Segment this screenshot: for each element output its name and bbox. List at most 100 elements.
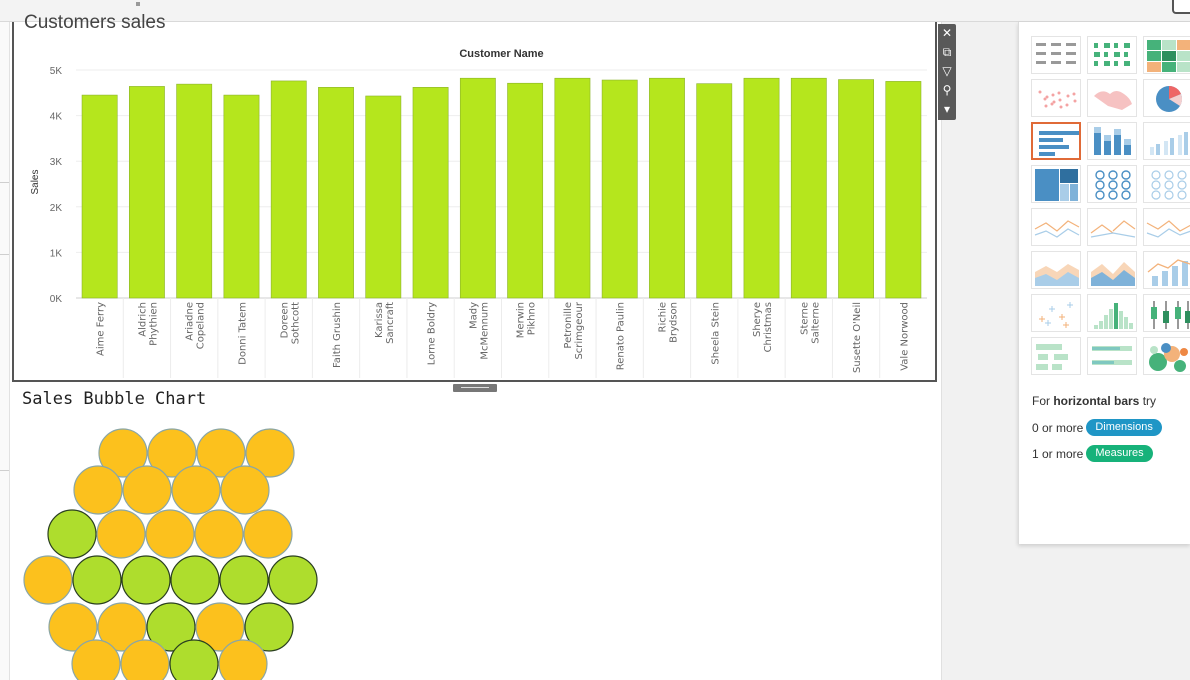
x-tick-label: Vale Norwood (899, 302, 910, 371)
area-continuous-thumb[interactable] (1031, 251, 1081, 289)
x-tick-label-line: Christmas (763, 302, 774, 352)
bubble[interactable] (97, 602, 147, 652)
window-corner-button[interactable] (1172, 0, 1190, 14)
bar[interactable] (365, 95, 402, 299)
bubble[interactable] (171, 465, 221, 515)
continuous-lines-thumb[interactable] (1031, 208, 1081, 246)
bubble[interactable] (244, 602, 294, 652)
y-tick-label: 0K (50, 294, 63, 305)
open-external-icon[interactable]: ⧉ (942, 45, 952, 59)
bubble[interactable] (72, 555, 122, 605)
gantt-chart-thumb[interactable] (1031, 337, 1081, 375)
bubble[interactable] (120, 639, 170, 680)
stacked-bars-thumb[interactable] (1087, 122, 1137, 160)
y-tick-label: 2K (50, 203, 63, 214)
bar[interactable] (318, 87, 354, 299)
bar[interactable] (601, 79, 638, 299)
bubble[interactable] (218, 639, 268, 680)
bar[interactable] (81, 94, 118, 299)
bar[interactable] (129, 86, 165, 299)
horizontal-bars-thumb[interactable] (1031, 122, 1081, 160)
x-tick-label-line: Sherye (752, 302, 763, 337)
x-tick-label: Sheela Stein (710, 302, 721, 365)
bar[interactable] (790, 77, 827, 299)
circle-views-thumb[interactable] (1087, 165, 1137, 203)
bar[interactable] (554, 77, 591, 299)
bar[interactable] (838, 79, 874, 299)
bubble[interactable] (122, 465, 172, 515)
bubble[interactable] (121, 555, 171, 605)
box-whisker-thumb[interactable] (1143, 294, 1190, 332)
treemap-thumb[interactable] (1031, 165, 1081, 203)
bar[interactable] (885, 81, 922, 299)
bar[interactable] (743, 77, 780, 299)
text-table-thumb[interactable] (1031, 36, 1081, 74)
more-options-icon[interactable]: ▾ (943, 102, 951, 116)
close-icon[interactable]: ✕ (941, 26, 953, 40)
x-tick-label: Susette O'Neil (852, 302, 863, 373)
side-by-side-bars-thumb[interactable] (1143, 122, 1190, 160)
bar[interactable] (412, 87, 449, 299)
x-tick-label-line: Susette O'Neil (852, 302, 863, 373)
bar[interactable] (507, 82, 544, 299)
packed-bubbles-thumb[interactable] (1143, 337, 1190, 375)
heat-map-thumb[interactable] (1087, 36, 1137, 74)
bubble[interactable] (98, 428, 148, 478)
scatter-plot-thumb[interactable] (1031, 294, 1081, 332)
bubble[interactable] (194, 509, 244, 559)
side-by-side-circles-thumb[interactable] (1143, 165, 1190, 203)
x-tick-label-line: Salterne (810, 302, 821, 344)
bubble[interactable] (243, 509, 293, 559)
bar[interactable] (696, 83, 733, 299)
bubble[interactable] (145, 509, 195, 559)
histogram-thumb[interactable] (1087, 294, 1137, 332)
horizontal-bars-icon (1039, 131, 1079, 156)
hint-text: For (1032, 394, 1050, 408)
bubble[interactable] (170, 555, 220, 605)
x-tick-label: Ariadne Copeland (185, 302, 207, 349)
filled-map-thumb[interactable] (1087, 79, 1137, 117)
hint-chart-type: horizontal bars (1053, 394, 1140, 408)
bubble[interactable] (48, 602, 98, 652)
dimensions-pill: Dimensions (1086, 419, 1162, 436)
bubble[interactable] (47, 509, 97, 559)
bubble[interactable] (23, 555, 73, 605)
bar[interactable] (270, 80, 307, 299)
highlight-table-thumb[interactable] (1143, 36, 1190, 74)
bubble[interactable] (147, 428, 197, 478)
filter-icon[interactable]: ▽ (942, 64, 952, 78)
x-tick-label: Richie Brydson (657, 302, 679, 343)
bullet-graph-thumb[interactable] (1087, 337, 1137, 375)
treemap-icon (1035, 169, 1078, 201)
customers-sales-zone[interactable]: Customers sales Customer Name 0K 1K 2K 3K 4K 5… (12, 12, 937, 382)
dual-combination-thumb[interactable] (1143, 251, 1190, 289)
pie-chart-thumb[interactable] (1143, 79, 1190, 117)
bubble[interactable] (169, 639, 219, 680)
bubble[interactable] (220, 465, 270, 515)
dual-lines-thumb[interactable] (1143, 208, 1190, 246)
bar[interactable] (649, 77, 685, 299)
bar[interactable] (459, 77, 496, 299)
bubble[interactable] (96, 509, 146, 559)
symbol-map-thumb[interactable] (1031, 79, 1081, 117)
filled-map-icon (1094, 91, 1132, 110)
area-discrete-thumb[interactable] (1087, 251, 1137, 289)
pin-icon[interactable]: ⚲ (942, 83, 952, 97)
bubble[interactable] (268, 555, 318, 605)
text-table-icon (1036, 43, 1076, 64)
discrete-lines-thumb[interactable] (1087, 208, 1137, 246)
bubble[interactable] (73, 465, 123, 515)
zone-resize-handle[interactable] (453, 384, 497, 392)
bubble[interactable] (219, 555, 269, 605)
bar[interactable] (223, 94, 260, 299)
sheet-title: Customers sales (24, 12, 166, 33)
bubble[interactable] (196, 428, 246, 478)
bubble[interactable] (71, 639, 121, 680)
bubble[interactable] (146, 602, 196, 652)
bubble[interactable] (245, 428, 295, 478)
x-tick-label-line: Sterne (799, 302, 810, 335)
panel-divider (0, 470, 9, 471)
bubble[interactable] (195, 602, 245, 652)
bar[interactable] (176, 83, 213, 299)
x-tick-label-line: McMennum (479, 302, 490, 360)
